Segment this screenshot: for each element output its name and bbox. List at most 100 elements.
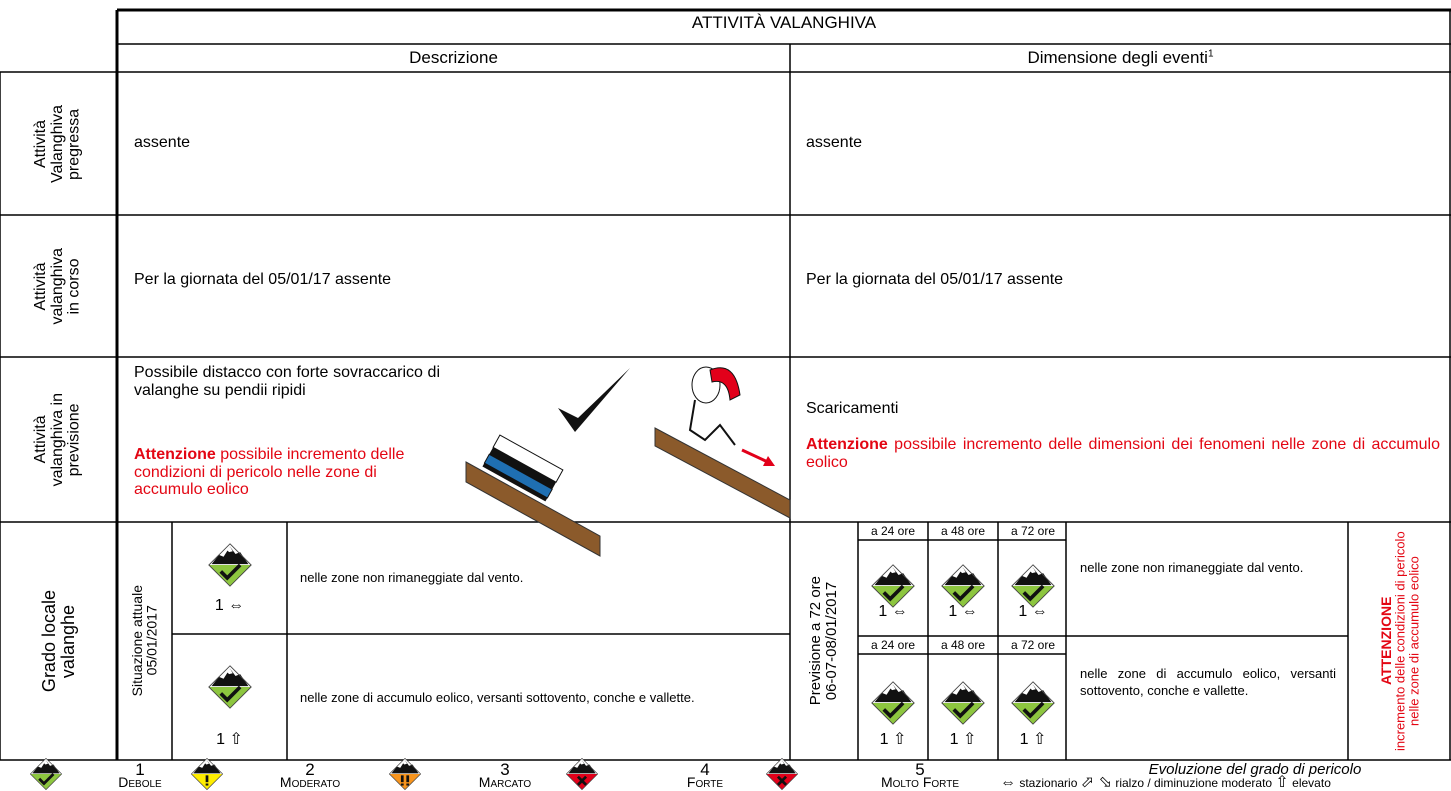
title: ATTIVITÀ VALANGHIVA — [691, 13, 877, 32]
level: 1 ⇧ — [928, 729, 998, 749]
row-label: Grado locale valanghe — [0, 522, 117, 760]
level-number: 1 — [878, 603, 888, 620]
trend: ⇔ — [891, 603, 908, 620]
evolution-symbol: ⬀ ⬂ — [1080, 774, 1112, 791]
zone-text: nelle zone di accumulo eolico, versanti … — [300, 690, 695, 705]
level-name: Marcato — [478, 774, 532, 790]
level-number: 1 — [214, 597, 224, 614]
level-number: 1 — [948, 603, 958, 620]
trend: ⇧ — [229, 731, 243, 748]
horizon: a 48 ore — [940, 638, 986, 652]
level-name: Forte — [686, 774, 724, 790]
danger-icon — [1010, 680, 1056, 726]
danger-icon — [24, 757, 68, 791]
danger-icon — [560, 757, 604, 791]
danger-icon — [207, 664, 253, 710]
horizon: a 72 ore — [1010, 524, 1056, 538]
size: assente — [806, 134, 863, 151]
danger-icon — [185, 757, 229, 791]
evolution-text: elevato — [1292, 776, 1331, 790]
warning-text: possibile incremento delle dimensioni de… — [806, 436, 1440, 471]
label-line: Grado locale — [38, 589, 59, 693]
evolution-text: stazionario — [1019, 776, 1078, 790]
label-line: in corso — [65, 257, 83, 315]
label-line: 05/01/2017 — [143, 605, 160, 677]
warning: Attenzione possibile incremento delle di… — [806, 436, 1440, 471]
label-line: valanghe — [57, 604, 78, 678]
level-number: 5 — [915, 760, 925, 779]
danger-icon — [383, 757, 427, 791]
trend: ⇔ — [228, 597, 245, 614]
forecast-warning: ATTENZIONE incremento delle condizioni di… — [1348, 522, 1451, 760]
danger-icon — [870, 680, 916, 726]
trend: ⇧ — [962, 731, 977, 748]
label-line: Situazione attuale — [128, 585, 145, 697]
evolution-text: rialzo / diminuzione moderato — [1115, 776, 1273, 790]
label-line: Previsione a 72 ore — [807, 576, 825, 706]
danger-icon — [760, 757, 804, 791]
level-name: Debole — [118, 774, 162, 790]
horizon: a 48 ore — [940, 524, 986, 538]
level-number: 1 — [135, 760, 145, 779]
warning-text: possibile incremento delle condizioni di… — [134, 446, 405, 499]
trend: ⇔ — [961, 603, 978, 620]
level-number: 3 — [500, 760, 510, 779]
label-line: Valanghiva — [49, 104, 67, 183]
level-number: 1 — [879, 731, 889, 748]
level: 1 ⇧ — [858, 729, 928, 749]
size: Per la giornata del 05/01/17 assente — [806, 271, 1064, 288]
level: 1 ⇔ — [858, 603, 928, 621]
evolution-title: Evoluzione del grado di pericolo — [1148, 761, 1362, 778]
row-label: Attività valanghiva in previsione — [0, 357, 117, 522]
label-line: 06-07-08/01/2017 — [823, 581, 840, 701]
label-line: Attività — [32, 415, 50, 464]
forecast-label: Previsione a 72 ore 06-07-08/01/2017 — [790, 522, 858, 760]
label-line: Attività — [32, 119, 50, 168]
warning-bold: ATTENZIONE — [1377, 596, 1394, 686]
evolution-symbol: ⇔ — [1000, 774, 1016, 791]
footnote-ref: 1 — [1207, 48, 1214, 60]
warning-bold: Attenzione — [806, 436, 888, 453]
zone-text: nelle zone di accumulo eolico, versanti … — [1080, 666, 1336, 698]
level: 1 ⇔ — [998, 603, 1068, 621]
trend: ⇔ — [1031, 603, 1048, 620]
label-line: Attività — [32, 262, 50, 311]
label-line: valanghiva — [49, 247, 67, 325]
level-number: 4 — [700, 760, 710, 779]
evolution: ⇔ stazionario ⬀ ⬂ rialzo / diminuzione m… — [1000, 772, 1331, 791]
level: 1 ⇧ — [172, 729, 287, 749]
evolution-symbol: ⇧ — [1275, 774, 1289, 791]
level: 1 ⇔ — [172, 597, 287, 615]
level-number: 1 — [216, 731, 226, 748]
level-number: 1 — [1018, 603, 1028, 620]
level: 1 ⇧ — [998, 729, 1068, 749]
trend: ⇧ — [1032, 731, 1047, 748]
row-label: Attività Valanghiva pregressa — [0, 72, 117, 215]
level-number: 1 — [949, 731, 959, 748]
zone-text: nelle zone non rimaneggiate dal vento. — [300, 570, 524, 585]
warning-bold: Attenzione — [134, 446, 216, 463]
trend: ⇧ — [892, 731, 907, 748]
zone-text: nelle zone non rimaneggiate dal vento. — [1080, 560, 1304, 575]
column-header-text: Dimensione degli eventi — [1027, 48, 1208, 67]
current-label: Situazione attuale 05/01/2017 — [117, 522, 172, 760]
label-line: valanghiva in — [49, 392, 67, 487]
warning-text: incremento delle condizioni di pericolo … — [1392, 531, 1421, 751]
label-line: previsione — [65, 403, 83, 476]
horizon: a 72 ore — [1010, 638, 1056, 652]
level: 1 ⇔ — [928, 603, 998, 621]
level-number: 1 — [1019, 731, 1029, 748]
level-number: 2 — [305, 760, 315, 779]
danger-icon — [940, 680, 986, 726]
description: Possibile distacco con forte sovraccaric… — [134, 364, 440, 399]
danger-icon — [207, 542, 253, 588]
horizon: a 24 ore — [870, 524, 916, 538]
level-name: Molto Forte — [880, 774, 959, 790]
level-name: Moderato — [279, 774, 341, 790]
description: assente — [134, 134, 191, 151]
row-label: Attività valanghiva in corso — [0, 215, 117, 357]
column-header: Descrizione — [409, 48, 498, 67]
